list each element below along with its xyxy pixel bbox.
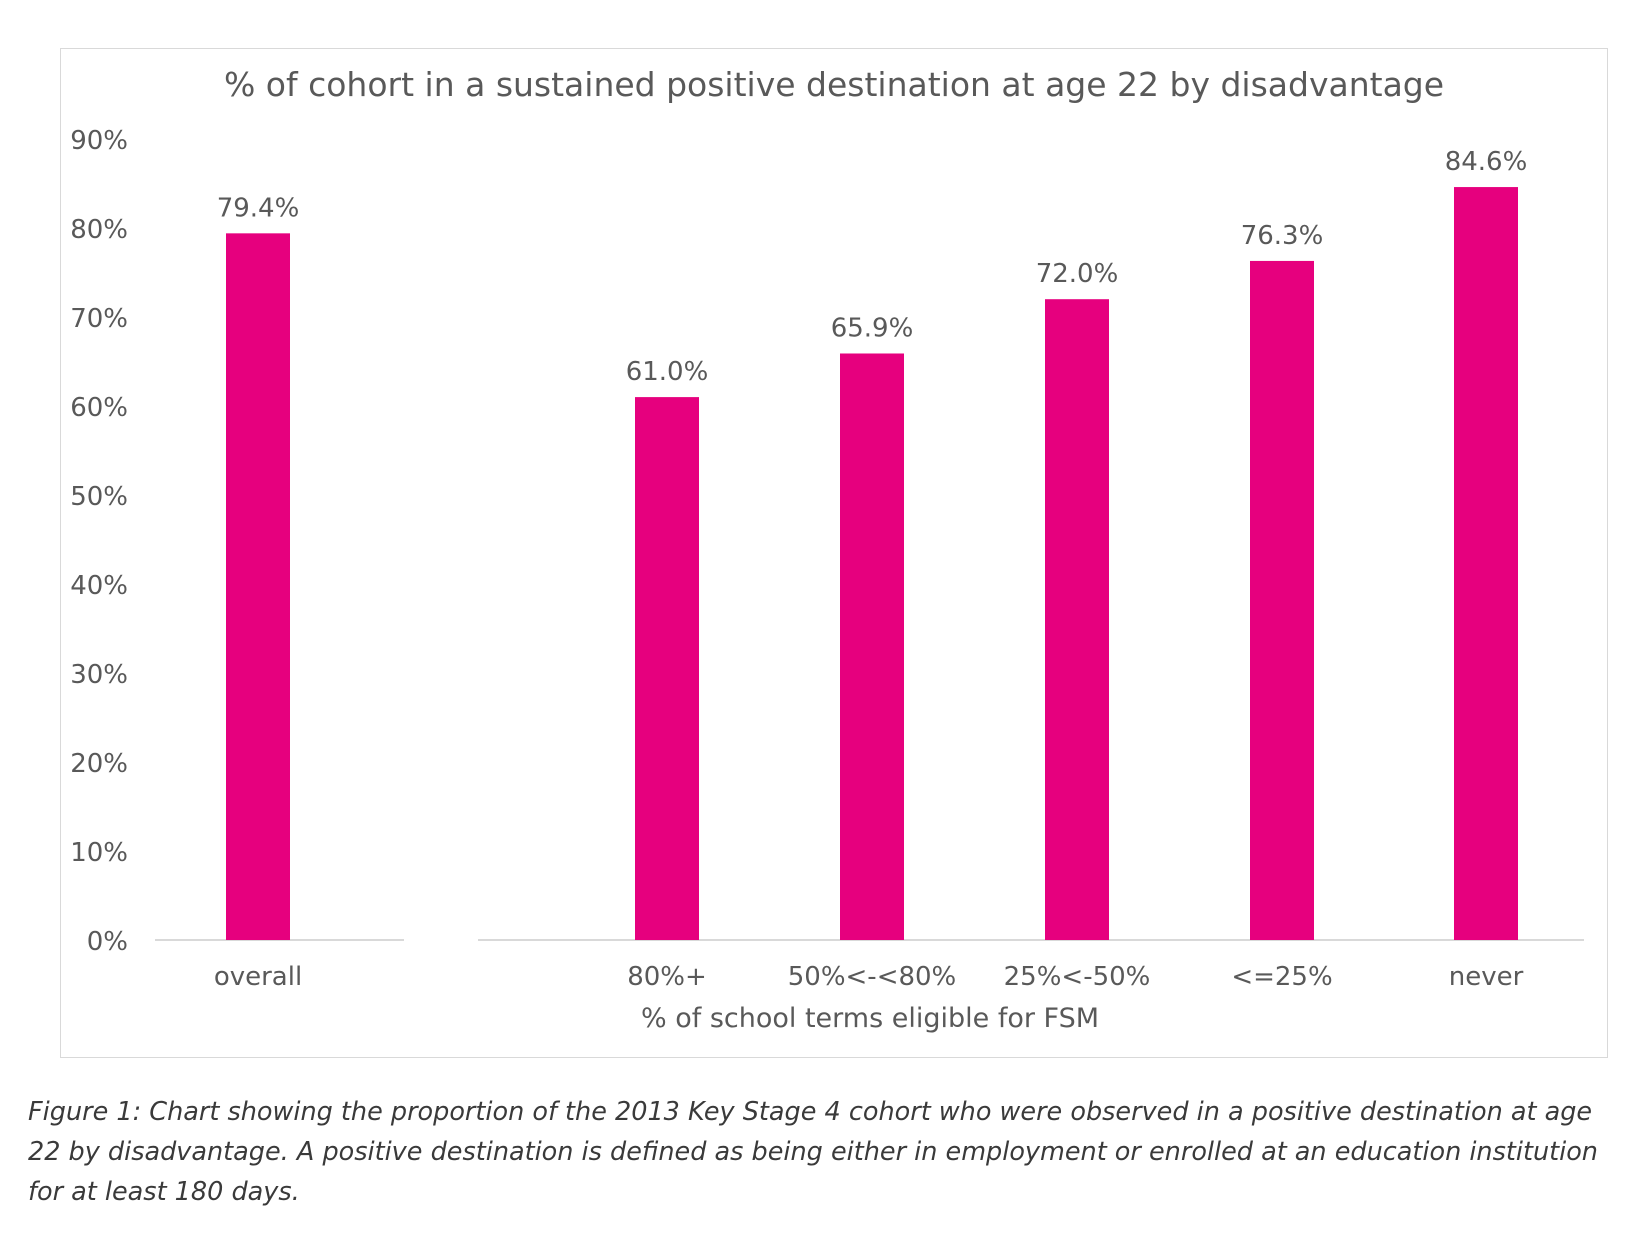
data-label: 61.0% [626, 357, 709, 387]
y-tick-label: 70% [70, 304, 128, 334]
y-tick-label: 10% [70, 838, 128, 868]
y-tick-label: 50% [70, 482, 128, 512]
data-label: 76.3% [1241, 221, 1324, 251]
x-tick-label: <=25% [1231, 962, 1332, 992]
y-tick-label: 40% [70, 571, 128, 601]
data-label: 84.6% [1445, 147, 1528, 177]
x-tick-label: 50%<-<80% [788, 962, 957, 992]
data-labels: 79.4% 61.0% 65.9% 72.0% 76.3% 84.6% [217, 147, 1528, 387]
x-axis-title: % of school terms eligible for FSM [641, 1003, 1099, 1034]
bar [840, 353, 904, 940]
y-tick-label: 20% [70, 749, 128, 779]
bar [635, 397, 699, 941]
y-axis: 0% 10% 20% 30% 40% 50% 60% 70% 80% 90% [70, 126, 128, 957]
x-axis: overall 80%+ 50%<-<80% 25%<-50% <=25% never [214, 962, 1524, 992]
y-tick-label: 30% [70, 660, 128, 690]
chart-title: % of cohort in a sustained positive dest… [224, 65, 1444, 104]
x-tick-label: 25%<-50% [1004, 962, 1151, 992]
bar-series [226, 187, 1518, 941]
x-tick-label: 80%+ [627, 962, 707, 992]
figure-caption: Figure 1: Chart showing the proportion o… [28, 1097, 1598, 1207]
bar [1045, 299, 1109, 940]
bar [1454, 187, 1518, 940]
y-tick-label: 0% [87, 927, 128, 957]
x-tick-label: never [1449, 962, 1524, 992]
chart-frame [60, 48, 1608, 1058]
y-tick-label: 90% [70, 126, 128, 156]
data-label: 65.9% [831, 313, 914, 343]
bar [226, 233, 290, 941]
bar [1250, 260, 1314, 940]
data-label: 79.4% [217, 193, 300, 223]
data-label: 72.0% [1036, 259, 1119, 289]
y-tick-label: 80% [70, 215, 128, 245]
y-tick-label: 60% [70, 393, 128, 423]
x-tick-label: overall [214, 962, 302, 992]
